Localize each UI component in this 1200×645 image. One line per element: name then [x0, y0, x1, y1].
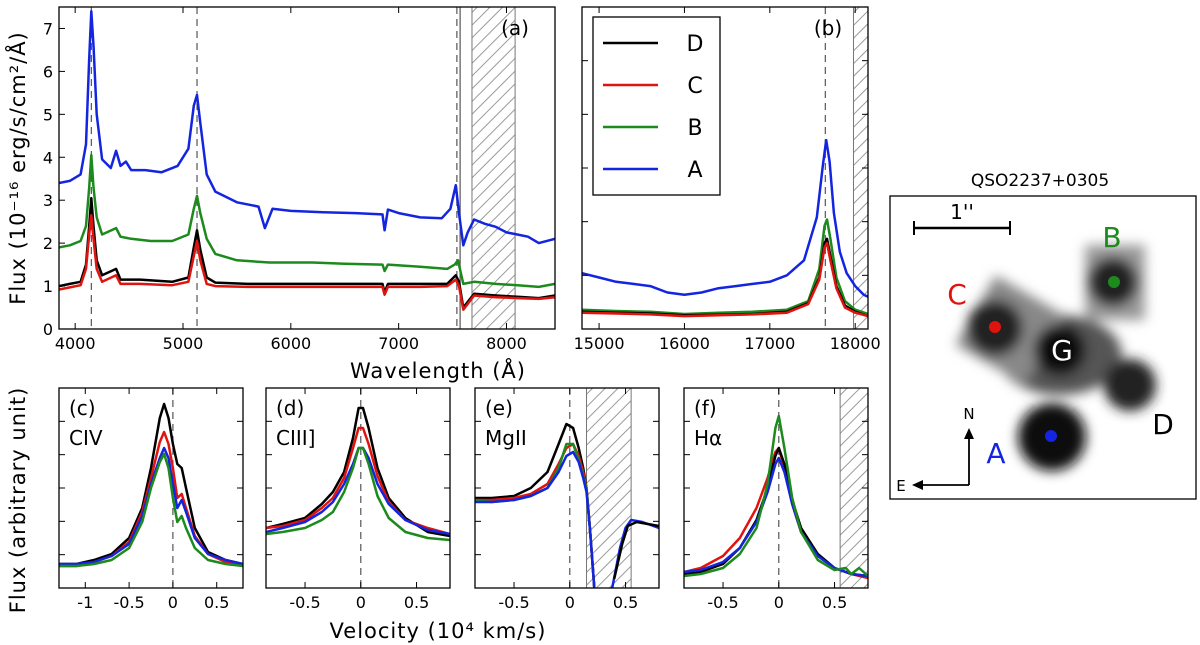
image-title: QSO2237+0305 [971, 171, 1109, 191]
y-tick-label: 4 [43, 148, 53, 167]
series-B-line [582, 218, 868, 316]
component-label-c: C [947, 278, 967, 311]
panel-label: (c) [69, 396, 96, 420]
legend-label-A: A [687, 158, 702, 183]
compass: N E [896, 405, 974, 495]
series-C-line [59, 213, 555, 311]
component-dot-b [1108, 276, 1120, 288]
panel-a: 4000 5000 6000 7000 8000 0 1 2 3 4 5 6 7 (a) [43, 6, 556, 353]
panel-label: (a) [501, 16, 529, 40]
component-dot-c [989, 321, 1001, 333]
panel-label: (b) [814, 16, 842, 40]
x-tick-label: -1 [77, 593, 93, 612]
x-tick-label: -0.5 [289, 593, 320, 612]
series-C-line [582, 241, 868, 318]
masked-region [471, 7, 516, 329]
series-D-line [266, 406, 450, 538]
panel-d: -0.5 0 0.5 (d) CIII] [265, 387, 451, 612]
emission-line-label: CIII] [276, 426, 315, 450]
plot-frame [58, 6, 556, 330]
series-B-line [59, 153, 555, 289]
y-tick-label: 7 [43, 19, 53, 38]
series-A-line [59, 10, 555, 247]
panel-label: (d) [276, 396, 304, 420]
y-tick-label: 6 [43, 62, 53, 81]
component-dot-a [1045, 430, 1057, 442]
x-tick-label: 0.5 [613, 593, 638, 612]
x-tick-label: 0 [168, 593, 178, 612]
series-B-line [59, 452, 243, 568]
y-tick-label: 0 [43, 320, 53, 339]
legend-box [592, 16, 721, 196]
x-tick-label: 17000 [744, 334, 795, 353]
component-label-g: G [1051, 334, 1073, 367]
compass-n-label: N [963, 405, 974, 423]
compass-e-label: E [896, 477, 905, 495]
series-B-line [475, 442, 596, 588]
panel-c: -1 -0.5 0 0.5 (c) CIV [58, 387, 244, 612]
component-label-d: D [1152, 408, 1174, 441]
series-D-line [613, 520, 659, 580]
panel-f: -0.5 0 0.5 (f) Hα [683, 387, 869, 612]
panel-label: (e) [485, 396, 513, 420]
series-B-line [684, 414, 868, 578]
series-A-line [684, 456, 868, 578]
panel-label: (f) [694, 396, 717, 420]
x-tick-label: 15000 [574, 334, 625, 353]
x-tick-label: -0.5 [707, 593, 738, 612]
xlabel-bottom: Velocity (10⁴ km/s) [330, 619, 547, 643]
emission-line-label: MgII [485, 426, 527, 450]
panel-e: -0.5 0 0.5 (e) MgII [474, 387, 660, 612]
series-C-line [59, 430, 243, 568]
x-tick-label: 0 [356, 593, 366, 612]
series-A-line [59, 446, 243, 566]
x-tick-label: 0 [774, 593, 784, 612]
ylabel-top: Flux (10⁻¹⁶ erg/s/cm²/Å) [4, 31, 30, 305]
scale-bar: 1'' [913, 200, 1011, 235]
x-tick-label: 0.5 [204, 593, 229, 612]
emission-line-label: Hα [694, 426, 722, 450]
x-tick-label: 0 [565, 593, 575, 612]
series-A-line [475, 450, 596, 588]
series-D-line [59, 402, 243, 566]
x-tick-label: -0.5 [113, 593, 144, 612]
x-tick-label: 18000 [830, 334, 881, 353]
panel-b: 15000 16000 17000 18000 (b) [574, 6, 881, 353]
series-C-line [475, 442, 596, 588]
x-tick-label: 0.5 [404, 593, 429, 612]
y-tick-label: 5 [43, 105, 53, 124]
x-tick-label: 7000 [378, 334, 419, 353]
series-A-line [582, 138, 868, 299]
scale-label: 1'' [950, 200, 974, 224]
legend-label-C: C [687, 74, 702, 99]
x-tick-label: 0.5 [822, 593, 847, 612]
series-B-line [266, 446, 450, 542]
legend-label-D: D [687, 32, 704, 57]
component-label-a: A [986, 437, 1005, 470]
x-tick-label: 4000 [55, 334, 96, 353]
x-tick-label: 6000 [270, 334, 311, 353]
image-panel: QSO2237+0305 B C G D A 1'' [889, 171, 1197, 500]
x-tick-label: 5000 [163, 334, 204, 353]
xlabel-top: Wavelength (Å) [350, 357, 526, 383]
y-tick-label: 2 [43, 234, 53, 253]
masked-region [852, 7, 868, 329]
x-tick-label: -0.5 [498, 593, 529, 612]
y-tick-label: 1 [43, 277, 53, 296]
legend-label-B: B [687, 116, 702, 141]
ylabel-bottom: Flux (arbitrary unit) [6, 387, 30, 614]
x-tick-label: 8000 [486, 334, 527, 353]
component-label-b: B [1102, 221, 1121, 254]
y-tick-label: 3 [43, 191, 53, 210]
emission-line-label: CIV [69, 426, 103, 450]
x-tick-label: 16000 [659, 334, 710, 353]
